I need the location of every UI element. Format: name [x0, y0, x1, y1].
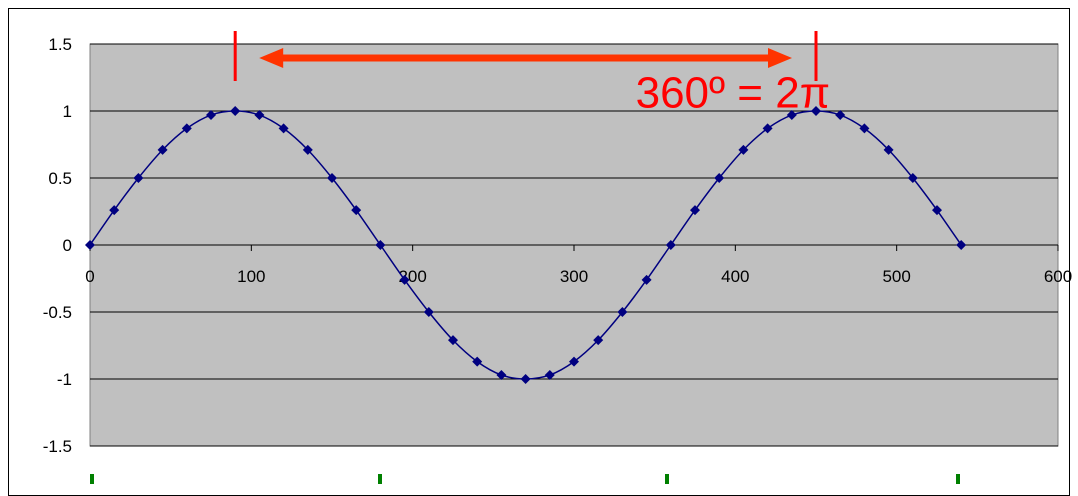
data-point — [786, 110, 797, 121]
y-tick-label: 0.5 — [48, 169, 72, 188]
y-axis-ticks: 1.5 1 0.5 0 -0.5 -1 -1.5 — [43, 35, 72, 456]
data-point — [399, 274, 410, 285]
data-point — [278, 123, 289, 134]
data-point — [423, 307, 434, 317]
data-point — [714, 173, 725, 183]
data-point — [569, 356, 579, 367]
data-point — [593, 335, 604, 346]
x-tick-label: 0 — [85, 267, 94, 286]
data-point — [496, 369, 507, 380]
data-point — [472, 356, 483, 367]
data-point — [133, 173, 144, 183]
data-point — [859, 123, 870, 134]
x-tick-label: 500 — [882, 267, 910, 286]
y-tick-label: -1 — [57, 370, 72, 389]
x-tick-label: 600 — [1044, 267, 1072, 286]
x-tick-label: 400 — [721, 267, 749, 286]
data-point — [109, 205, 120, 216]
y-tick-label: -1.5 — [43, 437, 72, 456]
data-point — [544, 369, 555, 380]
green-ticks — [90, 474, 960, 484]
data-point — [690, 205, 700, 216]
y-tick-label: 0 — [63, 236, 72, 255]
data-point — [811, 106, 821, 116]
data-point — [956, 240, 967, 250]
data-point — [351, 205, 362, 216]
data-point — [85, 240, 95, 250]
data-point — [230, 106, 241, 116]
period-label: 360º = 2π — [636, 69, 830, 118]
series-points — [85, 106, 967, 384]
y-tick-label: -0.5 — [43, 303, 72, 322]
arrow-head-right — [768, 48, 792, 68]
data-point — [932, 205, 942, 216]
data-point — [617, 307, 628, 317]
data-point — [835, 110, 846, 121]
x-tick-label: 300 — [560, 267, 588, 286]
period-annotation: 360º = 2π — [233, 31, 830, 118]
green-tick — [665, 474, 669, 484]
sine-chart: 1.510.50-0.5-1-1.5 0 100 200 300 400 500 600 3… — [43, 31, 1072, 484]
green-tick — [956, 474, 960, 484]
data-point — [448, 335, 458, 346]
data-point — [254, 110, 265, 121]
data-point — [641, 274, 652, 285]
arrow-head-left — [259, 48, 284, 68]
green-tick — [90, 474, 94, 484]
data-point — [883, 144, 894, 155]
data-point — [738, 144, 749, 155]
green-tick — [378, 474, 382, 484]
data-point — [907, 173, 918, 183]
data-point — [302, 144, 313, 155]
y-tick-label: 1 — [63, 102, 72, 121]
data-point — [762, 123, 773, 134]
data-point — [157, 144, 168, 155]
data-point — [520, 374, 531, 384]
data-point — [181, 123, 192, 134]
y-tick-label: 1.5 — [48, 35, 72, 54]
x-tick-label: 100 — [237, 267, 265, 286]
data-point — [327, 173, 337, 183]
data-point — [665, 240, 676, 250]
data-point — [206, 110, 216, 121]
data-point — [375, 240, 386, 250]
